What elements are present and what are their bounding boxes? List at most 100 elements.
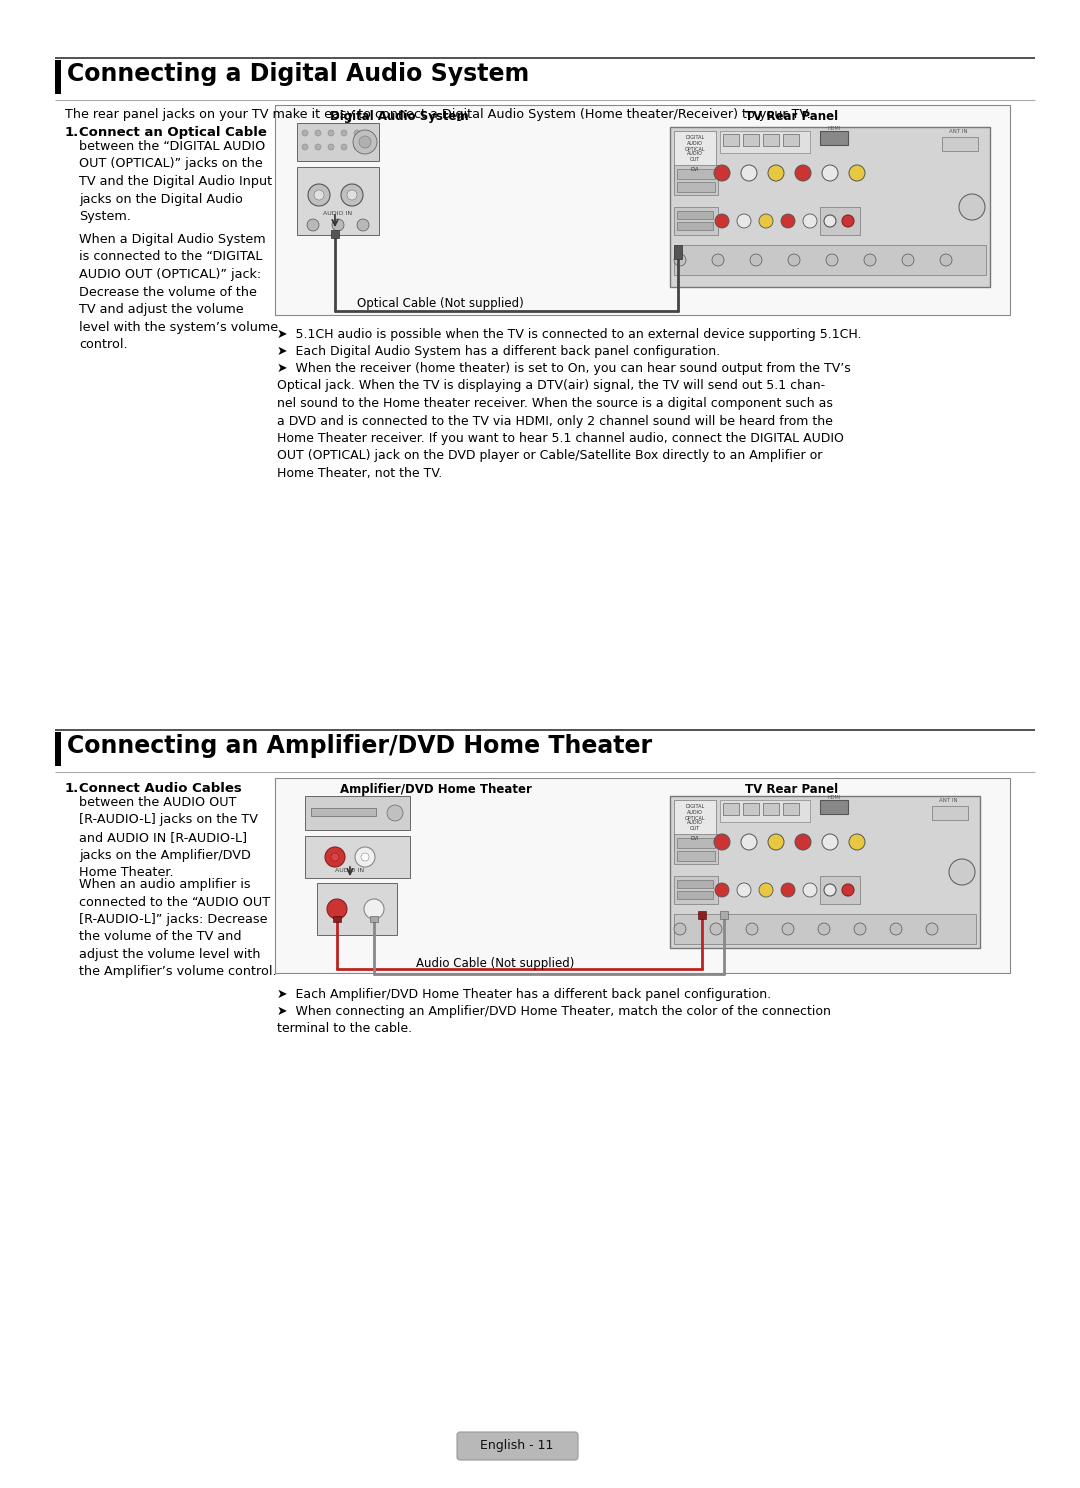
Text: ➤  Each Amplifier/DVD Home Theater has a different back panel configuration.: ➤ Each Amplifier/DVD Home Theater has a … — [276, 988, 771, 1001]
Circle shape — [715, 882, 729, 897]
Bar — [720, 911, 728, 920]
Circle shape — [826, 254, 838, 266]
FancyBboxPatch shape — [457, 1431, 578, 1460]
Circle shape — [741, 165, 757, 182]
Text: ANT IN: ANT IN — [948, 129, 968, 134]
Circle shape — [302, 144, 308, 150]
Circle shape — [788, 254, 800, 266]
Text: 1.: 1. — [65, 126, 79, 138]
Text: Optical Cable (Not supplied): Optical Cable (Not supplied) — [356, 298, 524, 310]
Bar — [333, 917, 341, 923]
Text: Connecting an Amplifier/DVD Home Theater: Connecting an Amplifier/DVD Home Theater — [67, 734, 652, 757]
Bar — [674, 246, 681, 259]
Circle shape — [387, 805, 403, 821]
Circle shape — [781, 882, 795, 897]
Circle shape — [714, 833, 730, 850]
Bar — [305, 796, 410, 830]
Bar — [677, 182, 715, 192]
Bar — [311, 808, 376, 815]
Bar — [820, 801, 848, 814]
Bar — [275, 106, 1010, 315]
Text: Connecting a Digital Audio System: Connecting a Digital Audio System — [67, 62, 529, 86]
Circle shape — [822, 833, 838, 850]
Circle shape — [746, 923, 758, 934]
Bar — [674, 914, 976, 943]
Text: TV Rear Panel: TV Rear Panel — [745, 783, 838, 796]
Text: between the AUDIO OUT
[R-AUDIO-L] jacks on the TV
and AUDIO IN [R-AUDIO-L]
jacks: between the AUDIO OUT [R-AUDIO-L] jacks … — [79, 796, 258, 879]
Text: Connect Audio Cables: Connect Audio Cables — [79, 783, 242, 795]
Bar — [677, 211, 713, 219]
Text: English - 11: English - 11 — [481, 1439, 554, 1452]
Circle shape — [347, 190, 357, 199]
Circle shape — [315, 129, 321, 135]
Bar — [674, 207, 718, 235]
Circle shape — [315, 144, 321, 150]
Text: AUDIO IN: AUDIO IN — [323, 211, 352, 216]
Bar — [677, 879, 713, 888]
Text: DIGITAL
AUDIO
OPTICAL: DIGITAL AUDIO OPTICAL — [685, 135, 705, 152]
Bar — [677, 838, 715, 848]
Circle shape — [354, 129, 360, 135]
Text: ANT IN: ANT IN — [939, 798, 957, 804]
Circle shape — [926, 923, 939, 934]
Bar — [674, 165, 718, 195]
Text: ➤  5.1CH audio is possible when the TV is connected to an external device suppor: ➤ 5.1CH audio is possible when the TV is… — [276, 327, 862, 341]
Circle shape — [759, 882, 773, 897]
Bar — [723, 804, 739, 815]
Bar — [720, 131, 810, 153]
Text: When an audio amplifier is
connected to the “AUDIO OUT
[R-AUDIO-L]” jacks: Decre: When an audio amplifier is connected to … — [79, 878, 276, 979]
Circle shape — [795, 165, 811, 182]
Text: Connect an Optical Cable: Connect an Optical Cable — [79, 126, 267, 138]
Bar — [783, 134, 799, 146]
Circle shape — [849, 833, 865, 850]
Bar — [674, 876, 718, 905]
Text: HDMI: HDMI — [827, 126, 840, 131]
Bar — [820, 876, 860, 905]
Text: Audio Cable (Not supplied): Audio Cable (Not supplied) — [416, 957, 575, 970]
Circle shape — [804, 882, 816, 897]
Circle shape — [818, 923, 831, 934]
Circle shape — [959, 193, 985, 220]
Bar — [743, 134, 759, 146]
Circle shape — [750, 254, 762, 266]
Circle shape — [308, 185, 330, 205]
Circle shape — [332, 219, 345, 231]
Bar — [723, 134, 739, 146]
Circle shape — [824, 884, 836, 896]
Bar — [670, 126, 990, 287]
Circle shape — [824, 214, 836, 228]
Circle shape — [325, 847, 345, 868]
Circle shape — [890, 923, 902, 934]
Circle shape — [353, 129, 377, 153]
Circle shape — [768, 833, 784, 850]
Text: AUDIO
OUT: AUDIO OUT — [687, 150, 703, 162]
Circle shape — [359, 135, 372, 147]
Text: ➤  Each Digital Audio System has a different back panel configuration.: ➤ Each Digital Audio System has a differ… — [276, 345, 720, 359]
Text: ➤  When the receiver (home theater) is set to On, you can hear sound output from: ➤ When the receiver (home theater) is se… — [276, 362, 851, 481]
Circle shape — [710, 923, 723, 934]
Bar — [275, 778, 1010, 973]
Bar — [55, 60, 60, 94]
Circle shape — [328, 129, 334, 135]
Bar — [743, 804, 759, 815]
Circle shape — [328, 144, 334, 150]
Text: The rear panel jacks on your TV make it easy to connect a Digital Audio System (: The rear panel jacks on your TV make it … — [65, 109, 811, 121]
Circle shape — [737, 214, 751, 228]
Circle shape — [804, 214, 816, 228]
Bar — [674, 246, 986, 275]
Circle shape — [364, 899, 384, 920]
Bar — [297, 124, 379, 161]
Circle shape — [741, 833, 757, 850]
Circle shape — [341, 129, 347, 135]
Bar — [677, 170, 715, 179]
Circle shape — [940, 254, 951, 266]
Circle shape — [327, 899, 347, 920]
Bar — [783, 804, 799, 815]
Bar — [820, 131, 848, 144]
Circle shape — [902, 254, 914, 266]
Text: DIGITAL
AUDIO
OPTICAL: DIGITAL AUDIO OPTICAL — [685, 804, 705, 820]
Bar — [942, 137, 978, 150]
Text: 1.: 1. — [65, 783, 79, 795]
Circle shape — [361, 853, 369, 862]
Bar — [674, 833, 718, 865]
